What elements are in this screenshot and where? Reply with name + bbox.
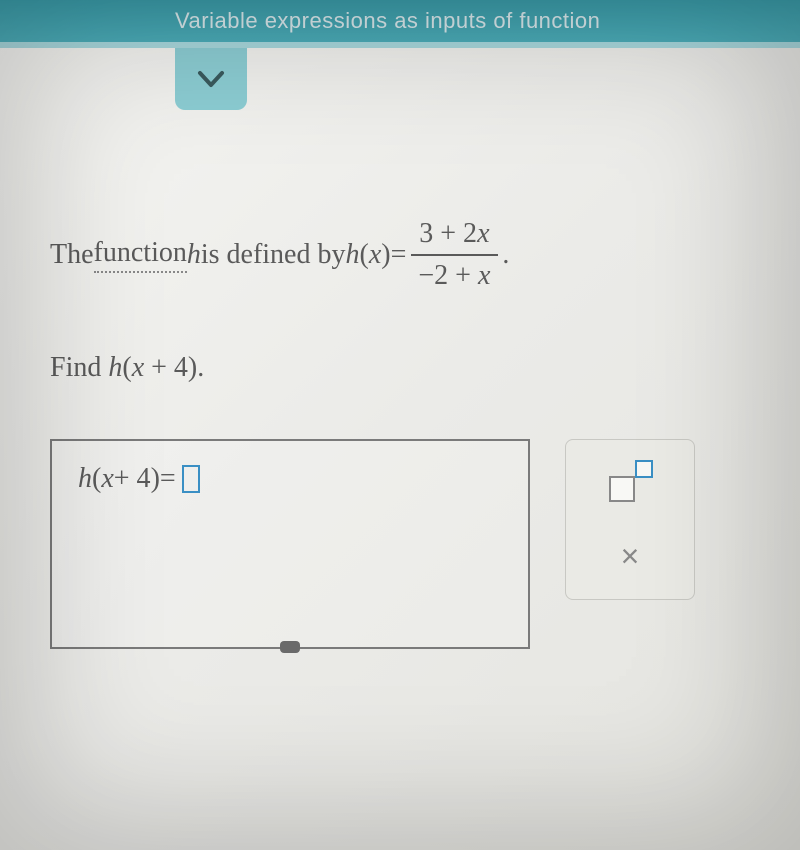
find-h: h	[108, 352, 122, 383]
exponent-base-icon	[609, 476, 635, 502]
function-link[interactable]: function	[94, 237, 187, 273]
lhs-h: h	[345, 239, 359, 271]
answer-content: h(x + 4) =	[78, 463, 502, 495]
text-find: Find	[50, 352, 108, 383]
fraction-denominator: −2 + x	[410, 256, 498, 292]
header-title: Variable expressions as inputs of functi…	[175, 8, 600, 34]
page-header: Variable expressions as inputs of functi…	[0, 0, 800, 42]
resize-handle[interactable]	[280, 641, 300, 653]
ans-equals: =	[160, 463, 176, 495]
ans-h: h	[78, 463, 92, 495]
exponent-power-icon	[635, 460, 653, 478]
chevron-down-icon	[196, 69, 226, 89]
num-var: x	[477, 218, 489, 249]
tool-panel: ×	[565, 439, 695, 600]
lhs-paren-open: (	[359, 239, 368, 271]
find-paren-close: )	[188, 352, 197, 383]
answer-box[interactable]: h(x + 4) =	[50, 439, 530, 649]
period: .	[502, 239, 509, 271]
den-var: x	[478, 260, 490, 291]
ans-plus4: + 4	[114, 463, 151, 495]
answer-input[interactable]	[182, 465, 200, 493]
lhs-paren-close: )	[381, 239, 390, 271]
problem-area: The function h is defined by h ( x ) = 3…	[0, 48, 800, 649]
find-period: .	[197, 352, 204, 383]
text-the: The	[50, 239, 94, 271]
find-plus4: + 4	[144, 352, 188, 383]
equals-sign: =	[391, 239, 407, 271]
fraction: 3 + 2x −2 + x	[410, 218, 498, 292]
text-defined-by: is defined by	[201, 239, 346, 271]
den-const: −2 +	[418, 260, 478, 291]
clear-button[interactable]: ×	[613, 534, 648, 579]
find-paren-open: (	[122, 352, 131, 383]
fraction-numerator: 3 + 2x	[411, 218, 497, 256]
dropdown-tab[interactable]	[175, 48, 247, 110]
ans-var-x: x	[101, 463, 113, 495]
answer-row: h(x + 4) = ×	[50, 439, 750, 649]
num-const: 3 + 2	[419, 218, 477, 249]
ans-paren-close: )	[151, 463, 160, 495]
func-name-h: h	[187, 239, 201, 271]
find-var-x: x	[132, 352, 144, 383]
problem-definition-line: The function h is defined by h ( x ) = 3…	[50, 218, 750, 292]
lhs-var-x: x	[369, 239, 381, 271]
ans-paren-open: (	[92, 463, 101, 495]
exponent-tool-button[interactable]	[605, 460, 655, 502]
problem-find-line: Find h(x + 4).	[50, 352, 750, 384]
close-icon: ×	[621, 538, 640, 574]
